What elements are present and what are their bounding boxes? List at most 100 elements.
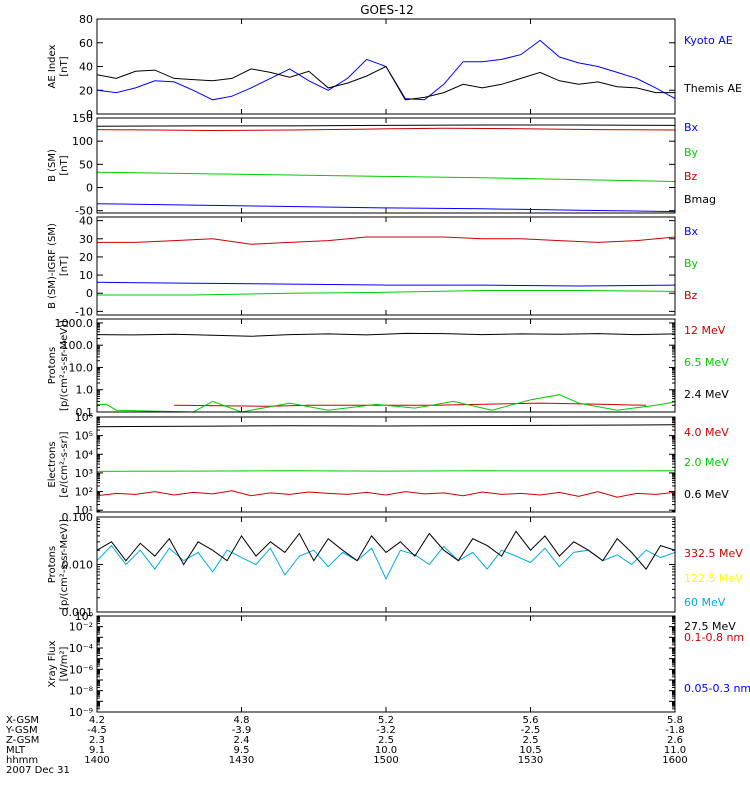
y-axis-unit: [nT] <box>59 155 70 175</box>
x-tick-label: 9.5 <box>234 745 250 756</box>
x-tick-label: -3.2 <box>376 725 396 736</box>
y-tick-label: 10¹ <box>75 504 93 517</box>
y-axis-unit: [p/(cm²-s-sr-MeV)] <box>59 519 70 610</box>
panel-ae: 0 20 40 60 80 Kyoto AE Themis AE AE Index [nT] <box>47 13 742 121</box>
y-axis-unit: [p/(cm²-s-sr-MeV)] <box>59 320 70 411</box>
series-line-4-0-mev <box>97 490 675 498</box>
x-row-label: Y-GSM <box>5 725 38 736</box>
series-line-bx <box>97 203 675 213</box>
y-tick-label: 10⁶ <box>75 411 94 424</box>
x-tick-label: 1600 <box>662 755 687 766</box>
legend-entry: Bx <box>684 225 699 238</box>
series-line-bx <box>97 281 675 287</box>
y-tick-label: 0.010 <box>62 559 94 572</box>
y-tick-label: 10⁻⁸ <box>69 685 94 698</box>
legend-entry: 2.4 MeV <box>684 388 729 401</box>
y-axis-label: AE Index <box>47 44 58 88</box>
x-tick-label: 5.6 <box>523 715 539 726</box>
legend-entry: Bmag <box>684 193 716 206</box>
y-tick-label: 40 <box>79 61 93 74</box>
x-tick-label: 5.2 <box>378 715 394 726</box>
legend-entry: Bx <box>684 121 699 134</box>
x-tick-label: 10.0 <box>375 745 397 756</box>
y-tick-label: 0.001 <box>62 606 94 619</box>
legend-entry: 60 MeV <box>684 596 726 609</box>
panel-frame <box>96 318 676 413</box>
x-tick-label: 2.4 <box>234 735 250 746</box>
panel-frame <box>96 117 676 214</box>
y-axis-label: B (SM)-IGRF (SM) <box>47 223 58 309</box>
y-tick-label: 150 <box>72 112 93 125</box>
legend-entry: By <box>684 257 699 270</box>
x-tick-label: 1500 <box>373 755 398 766</box>
chart-title: GOES-12 <box>360 3 414 17</box>
legend-entry: 332.5 MeV <box>684 547 743 560</box>
panel-frame <box>96 18 676 115</box>
panel-b_igrf: -10 0 10 20 30 40 Bx By Bz B (SM)-IGRF (SM) [nT] <box>47 215 699 319</box>
panel-frame <box>96 615 676 713</box>
y-tick-label: 80 <box>79 13 93 26</box>
legend-entry: 12 MeV <box>684 324 726 337</box>
y-tick-label: 30 <box>79 233 93 246</box>
series-line-by <box>97 290 675 296</box>
series-line-0-6-mev <box>97 424 675 428</box>
y-axis-unit: [nT] <box>59 256 70 276</box>
y-tick-label: 10 <box>79 269 93 282</box>
y-axis-unit: [W/m²] <box>59 646 70 681</box>
x-tick-label: 2.5 <box>378 735 394 746</box>
y-tick-label: 10.0 <box>69 361 94 374</box>
panel-protons_low: 0.1 1.0 10.0 100.0 1000.0 12 MeV 6.5 MeV 2.4 Me… <box>47 317 729 419</box>
y-tick-label: 1.0 <box>76 384 94 397</box>
y-tick-label: 10⁻² <box>69 621 93 634</box>
series-line-kyoto-ae <box>97 39 675 101</box>
x-row-label: Z-GSM <box>6 735 39 746</box>
legend-entry: 6.5 MeV <box>684 356 729 369</box>
y-tick-label: 1000.0 <box>55 317 94 330</box>
legend-entry: By <box>684 146 699 159</box>
panel-protons_high: 0.001 0.010 0.100 332.5 MeV 122.5 MeV 60 MeV 2… <box>47 511 743 633</box>
legend-entry: Themis AE <box>683 82 742 95</box>
panel-electrons: 10¹ 10² 10³ 10⁴ 10⁵ 10⁶ 4.0 MeV 2.0 MeV 0.6 MeV E… <box>47 411 729 517</box>
y-tick-label: 10³ <box>75 467 93 480</box>
panel-frame <box>96 216 676 316</box>
series-line-60-mev <box>97 544 675 580</box>
panel-frame <box>96 516 676 613</box>
y-tick-label: 10² <box>75 486 93 499</box>
x-row-label: X-GSM <box>6 715 39 726</box>
x-tick-label: 1400 <box>84 755 109 766</box>
date-label: 2007 Dec 31 <box>6 765 70 776</box>
series-line-bz <box>97 236 675 245</box>
series-line-2-0-mev <box>97 470 675 472</box>
x-tick-label: -2.5 <box>521 725 541 736</box>
y-axis-label: Protons <box>47 347 58 384</box>
y-tick-label: 0 <box>86 182 93 195</box>
legend-entry: 0.1-0.8 nm <box>684 631 744 644</box>
y-axis-label: Protons <box>47 546 58 583</box>
y-tick-label: 60 <box>79 37 93 50</box>
y-axis-unit: [e/(cm²-s-sr)] <box>59 431 70 497</box>
x-tick-label: 10.5 <box>519 745 541 756</box>
panel-frame <box>96 416 676 513</box>
y-tick-label: 0 <box>86 287 93 300</box>
legend-entry: 2.0 MeV <box>684 456 729 469</box>
y-axis-label: Xray Flux <box>47 640 58 687</box>
y-tick-label: 0 <box>86 108 93 121</box>
legend-entry: Bz <box>684 289 698 302</box>
x-row-label: hhmm <box>6 755 38 766</box>
x-tick-label: -1.8 <box>665 725 685 736</box>
x-tick-label: 1430 <box>229 755 254 766</box>
x-tick-label: 2.5 <box>523 735 539 746</box>
y-tick-label: 10⁵ <box>75 430 93 443</box>
legend-entry: 0.6 MeV <box>684 488 729 501</box>
series-line-2-4-mev <box>97 332 675 337</box>
series-line-12-mev <box>174 402 647 407</box>
series-line-by <box>97 171 675 182</box>
x-tick-label: 4.2 <box>89 715 105 726</box>
x-tick-label: 5.8 <box>667 715 683 726</box>
y-axis-label: B (SM) <box>47 149 58 182</box>
y-tick-label: -10 <box>75 305 93 318</box>
x-tick-label: 11.0 <box>664 745 686 756</box>
series-line-27-5-mev <box>97 530 675 570</box>
